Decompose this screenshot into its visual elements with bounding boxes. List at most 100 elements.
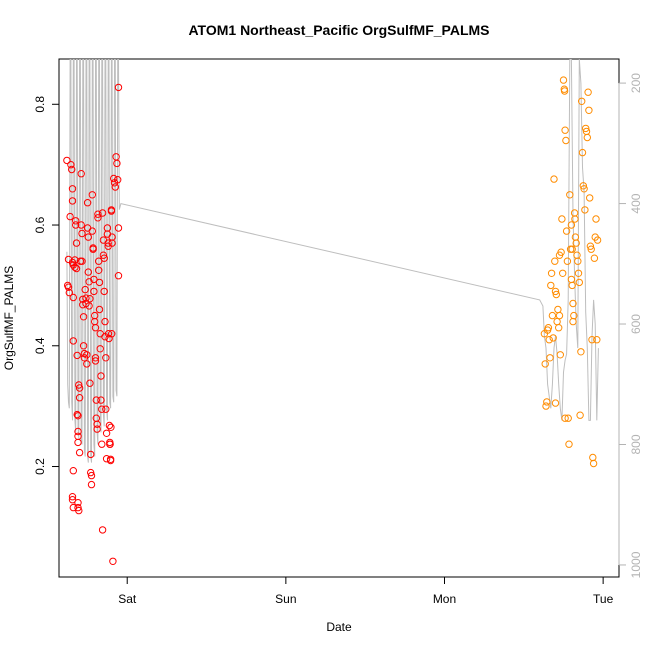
data-point <box>81 285 89 294</box>
data-point <box>87 471 96 480</box>
data-point <box>83 351 91 359</box>
data-point <box>109 557 117 565</box>
data-point <box>107 423 115 431</box>
data-point <box>558 215 566 223</box>
data-point <box>560 87 569 95</box>
data-point <box>74 427 82 436</box>
altitude-line <box>66 59 599 463</box>
y2-axis: 200 400 600 800 1000 <box>618 73 643 578</box>
data-point <box>555 251 564 259</box>
data-point <box>551 399 560 407</box>
data-point <box>574 257 582 265</box>
data-point <box>69 467 78 475</box>
data-point <box>72 264 81 273</box>
data-point <box>565 440 573 448</box>
data-point <box>102 455 111 463</box>
data-point <box>78 229 86 238</box>
data-point <box>67 161 75 169</box>
data-point <box>75 384 84 392</box>
y-tick-label: 0.6 <box>33 216 47 233</box>
data-point <box>75 381 83 389</box>
data-point <box>98 405 106 413</box>
data-point <box>593 336 601 344</box>
data-point <box>100 254 108 262</box>
data-point <box>91 354 100 362</box>
data-point <box>100 287 108 296</box>
x-axis: Sat Sun Mon Tue <box>118 576 614 606</box>
data-point <box>79 342 88 350</box>
y-axis: 0.2 0.4 0.6 0.8 <box>33 96 60 475</box>
data-point <box>73 351 81 360</box>
data-point <box>562 227 571 235</box>
data-point <box>89 245 97 253</box>
data-point <box>563 257 572 265</box>
data-point <box>583 133 591 142</box>
data-point <box>585 106 593 115</box>
y2-tick-label: 600 <box>629 314 643 334</box>
data-point <box>588 336 596 344</box>
y2-tick-label: 200 <box>629 73 643 93</box>
data-point <box>590 254 599 262</box>
data-point <box>544 324 553 332</box>
data-point <box>88 191 97 199</box>
data-point <box>562 136 570 145</box>
data-point <box>69 293 78 302</box>
data-point <box>87 480 96 489</box>
data-point <box>78 257 86 265</box>
data-point <box>84 233 93 241</box>
data-point <box>553 317 561 326</box>
data-point <box>92 396 101 404</box>
data-point <box>579 182 587 190</box>
data-point <box>592 215 600 223</box>
data-point <box>93 425 101 433</box>
data-point <box>574 269 583 277</box>
altitude-line-layer <box>66 59 599 463</box>
data-point <box>114 224 123 232</box>
data-point <box>542 402 550 410</box>
data-point <box>566 191 574 199</box>
data-point <box>68 496 77 504</box>
data-point <box>91 324 100 332</box>
data-point <box>102 354 110 362</box>
data-point <box>98 526 107 534</box>
data-point <box>101 317 109 326</box>
data-point <box>77 170 85 178</box>
data-point <box>114 83 123 92</box>
data-point <box>552 290 560 299</box>
data-point <box>75 394 84 402</box>
data-point <box>567 275 576 284</box>
data-point <box>555 311 564 320</box>
x-tick-label: Sat <box>118 592 137 606</box>
data-point <box>561 414 569 422</box>
x-tick-label: Sun <box>275 592 296 606</box>
data-point <box>87 450 95 459</box>
data-point <box>573 251 581 259</box>
data-point <box>66 212 74 221</box>
data-point <box>555 324 563 332</box>
data-point <box>102 429 111 437</box>
data-point <box>561 126 569 134</box>
data-point <box>549 334 557 342</box>
data-point <box>572 239 580 247</box>
data-point <box>559 76 568 84</box>
y-tick-label: 0.4 <box>33 337 47 354</box>
y2-tick-label: 1000 <box>629 551 643 578</box>
data-point <box>576 411 584 419</box>
data-point <box>114 272 123 280</box>
data-point <box>543 398 551 406</box>
data-point <box>79 313 88 321</box>
data-point <box>554 305 562 314</box>
data-point <box>586 194 594 202</box>
data-point <box>87 468 95 477</box>
data-point <box>99 251 108 259</box>
data-point <box>578 97 586 106</box>
data-point <box>68 185 77 193</box>
data-point <box>68 165 76 174</box>
data-point <box>559 269 567 277</box>
data-point <box>547 281 555 290</box>
data-point <box>587 245 595 253</box>
data-point <box>570 209 579 217</box>
data-point <box>113 159 121 168</box>
data-point <box>69 503 78 512</box>
data-point <box>577 348 585 356</box>
